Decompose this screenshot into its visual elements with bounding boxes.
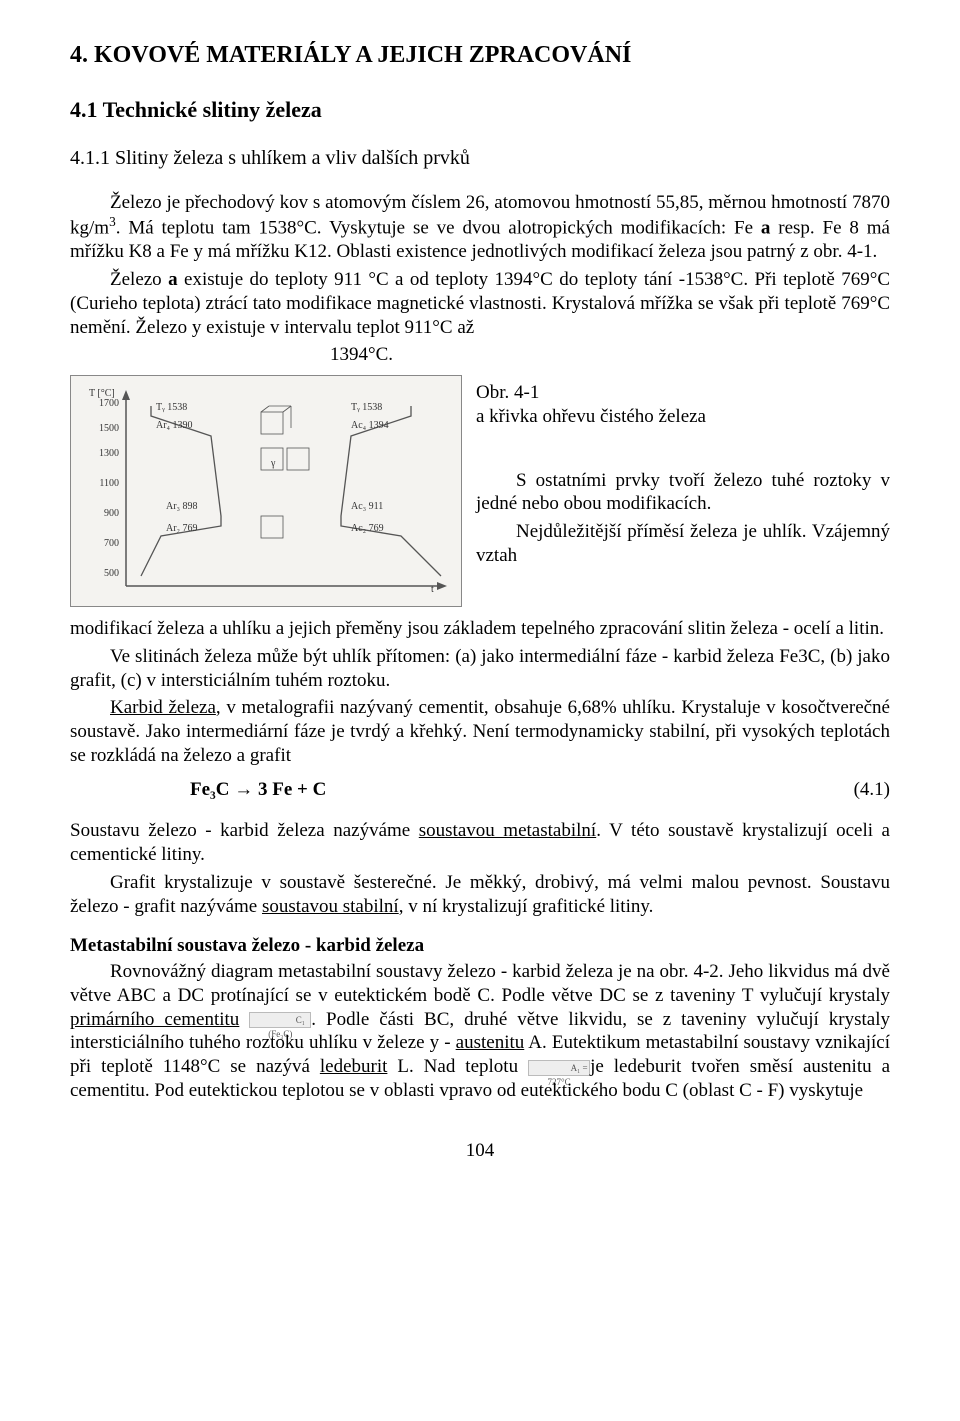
para1-bold-a: a [761,218,771,239]
para8-b: , v ní krystalizují grafitické litiny. [399,896,654,917]
figure-4-1-image: 1700 1500 1300 1100 900 700 500 T [°C] [70,375,462,607]
paragraph-4: modifikací železa a uhlíku a jejich přem… [70,617,890,641]
figure-4-1-row: 1700 1500 1300 1100 900 700 500 T [°C] [70,375,890,607]
ytick-1: 1500 [99,423,119,434]
figure-label-3: Ac₄ 1394 [351,420,389,431]
y-axis-label: T [°C] [89,388,115,399]
temp-1394-line: 1394°C. [70,343,890,367]
metastable-heading: Metastabilní soustava železo - karbid že… [70,934,890,958]
section-4-1-1-title: 4.1.1 Slitiny železa s uhlíkem a vliv da… [70,146,890,171]
para6-underline: Karbid železa [110,697,216,718]
para9-u1: primárního cementitu [70,1009,239,1030]
paragraph-1: Železo je přechodový kov s atomovým čísl… [70,191,890,265]
para2-bold-a: a [168,269,178,290]
figure-label-7: Ac₂ 769 [351,523,384,534]
para1-text-b: . Má teplotu tam 1538°C. Vyskytuje se ve… [116,218,761,239]
para8-underline: soustavou stabilní [262,896,399,917]
figure-label-2: Tᵧ 1538 [351,402,382,413]
ytick-3: 1100 [99,478,119,489]
para7-underline: soustavou metastabilní [419,820,596,841]
para7-a: Soustavu železo - karbid železa nazýváme [70,820,419,841]
paragraph-3b: Nejdůležitější příměsí železa je uhlík. … [476,520,890,568]
para2-text-a: Železo [110,269,168,290]
para2-text-b: existuje do teploty 911 °C a od teploty … [70,269,890,338]
equation-4-1: Fe₃C → 3 Fe + C [190,778,830,802]
inline-formula-c1fe3c-icon: C₁ (Fe₃C) [249,1012,311,1028]
equation-4-1-row: Fe₃C → 3 Fe + C (4.1) [70,778,890,802]
figure-label-4: Ar₃ 898 [166,501,198,512]
ytick-0: 1700 [99,398,119,409]
para9-u2: austenitu [456,1032,525,1053]
page-number: 104 [70,1139,890,1163]
figure-label-1: Ar₄ 1390 [156,420,193,431]
para9-u3: ledeburit [320,1056,388,1077]
section-4-1-title: 4.1 Technické slitiny železa [70,96,890,124]
figure-4-1-svg: 1700 1500 1300 1100 900 700 500 T [°C] [71,376,461,606]
inline-formula-a1-727-icon: A₁ = 727°C [528,1060,590,1076]
para1-sup3: 3 [109,214,116,229]
page-title: 4. KOVOVÉ MATERIÁLY A JEJICH ZPRACOVÁNÍ [70,40,890,70]
paragraph-2: Železo a existuje do teploty 911 °C a od… [70,268,890,339]
ytick-2: 1300 [99,448,119,459]
ytick-6: 500 [104,568,119,579]
paragraph-9: Rovnovážný diagram metastabilní soustavy… [70,960,890,1103]
figure-label-9: t [431,584,434,595]
paragraph-7: Soustavu železo - karbid železa nazýváme… [70,819,890,867]
figure-label-0: Tᵧ 1538 [156,402,187,413]
paragraph-8: Grafit krystalizuje v soustavě šesterečn… [70,871,890,919]
figure-caption-line1: Obr. 4-1 [476,381,890,405]
figure-label-5: Ar₂ 769 [166,523,198,534]
paragraph-3a: S ostatními prvky tvoří železo tuhé rozt… [476,469,890,517]
para9-d: L. Nad teplotu [387,1056,528,1077]
figure-label-6: Ac₃ 911 [351,501,383,512]
paragraph-5: Ve slitinách železa může být uhlík příto… [70,645,890,693]
figure-label-8: γ [270,458,276,469]
ytick-5: 700 [104,538,119,549]
equation-4-1-number: (4.1) [830,778,890,802]
figure-caption-line2: a křivka ohřevu čistého železa [476,405,890,429]
ytick-4: 900 [104,508,119,519]
para9-a: Rovnovážný diagram metastabilní soustavy… [70,961,890,1006]
paragraph-6: Karbid železa, v metalografii nazývaný c… [70,696,890,767]
